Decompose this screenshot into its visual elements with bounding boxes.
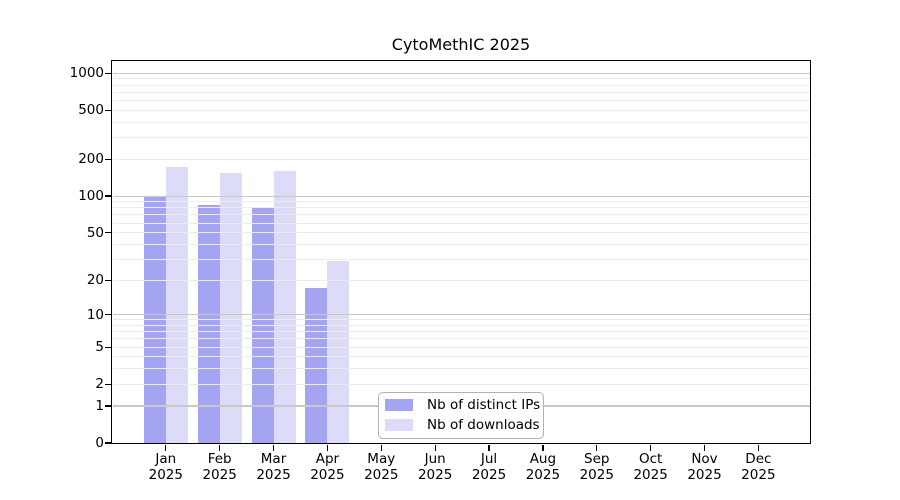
y-tick [104,405,112,407]
x-tick-label: Jun 2025 [405,451,465,483]
bar-downloads-mar [273,170,296,443]
x-tick-label-line: Dec [745,451,772,467]
x-tick-label-line: Sep [584,451,610,467]
x-tick-label: May 2025 [351,451,411,483]
y-tick [104,232,112,234]
x-tick-label-line: Jun [424,451,446,467]
x-tick [488,444,490,451]
x-tick [219,444,221,451]
y-tick-label: 500 [78,102,104,119]
y-tick-label: 50 [86,224,104,241]
bar-downloads-apr [327,261,350,443]
y-tick [104,72,112,75]
x-tick-label-line: 2025 [202,467,237,483]
x-tick [165,444,167,451]
x-tick [326,444,329,451]
x-tick [757,444,760,451]
x-tick-label: Jul 2025 [459,451,519,483]
y-tick-label: 1000 [69,65,104,82]
y-tick-label: 200 [78,151,104,168]
x-tick-label-line: 2025 [633,467,668,483]
x-tick-label-line: 2025 [579,467,614,483]
x-tick-label: Oct 2025 [621,451,681,483]
y-tick-label: 0 [95,435,104,451]
y-tick [104,158,112,160]
x-tick-label: Nov 2025 [675,451,735,483]
x-tick-label-line: 2025 [310,467,345,483]
x-tick-label-line: Aug [529,451,557,467]
x-tick-label-line: Nov [691,451,718,467]
x-tick [434,444,436,451]
x-tick-label: Aug 2025 [513,451,573,483]
legend-item: Nb of downloads [385,418,543,432]
y-tick-label: 2 [95,376,104,393]
x-tick-label-line: Mar [260,451,287,467]
y-tick [104,383,112,385]
x-tick-label-line: May [367,451,396,467]
legend: Nb of distinct IPs Nb of downloads [378,391,544,439]
x-tick-label-line: 2025 [471,467,507,483]
x-tick-label: Sep 2025 [567,451,627,483]
x-tick-label-line: Feb [207,451,232,467]
chart-title: CytoMethIC 2025 [391,35,531,54]
x-tick-label-line: 2025 [525,467,561,483]
x-tick [650,444,652,451]
x-tick-label: Feb 2025 [190,451,250,483]
y-tick [104,314,112,316]
x-tick-label: Apr 2025 [297,451,357,483]
x-tick-label-line: 2025 [148,467,183,483]
bar-distinct-ips-apr [305,288,328,443]
x-tick-label-line: Jul [480,451,498,467]
bar-distinct-ips-feb [197,204,220,443]
y-tick [104,279,112,281]
y-tick-label: 100 [78,188,104,205]
x-tick-label-line: 2025 [417,467,453,483]
legend-swatch-downloads [385,418,413,431]
x-tick-label-line: 2025 [256,467,291,483]
x-tick [380,444,382,451]
x-tick [703,444,706,451]
legend-label: Nb of downloads [427,416,540,433]
y-tick-label: 20 [86,272,104,289]
x-tick-label-line: Oct [638,451,663,467]
x-tick [542,444,544,451]
x-tick [272,444,275,451]
x-tick-label-line: 2025 [687,467,722,483]
y-tick-label: 5 [95,339,104,356]
y-tick-label: 1 [95,397,104,414]
x-tick-label-line: 2025 [741,467,776,483]
legend-label: Nb of distinct IPs [427,397,541,414]
x-tick-label-line: 2025 [364,467,399,483]
y-tick [104,109,112,112]
x-tick-label: Mar 2025 [244,451,304,483]
x-tick-label-line: Jan [155,451,177,467]
x-tick [596,444,598,451]
bar-downloads-jan [165,166,188,443]
x-tick-label: Dec 2025 [728,451,788,483]
y-tick [104,346,112,348]
y-tick [104,195,112,197]
legend-item: Nb of distinct IPs [385,398,543,412]
legend-swatch-distinct-ips [385,399,413,412]
x-tick-label-line: Apr [315,451,340,467]
x-tick-label: Jan 2025 [136,451,196,483]
y-tick-label: 10 [86,306,104,323]
y-tick [104,442,112,444]
bar-downloads-feb [219,172,242,443]
